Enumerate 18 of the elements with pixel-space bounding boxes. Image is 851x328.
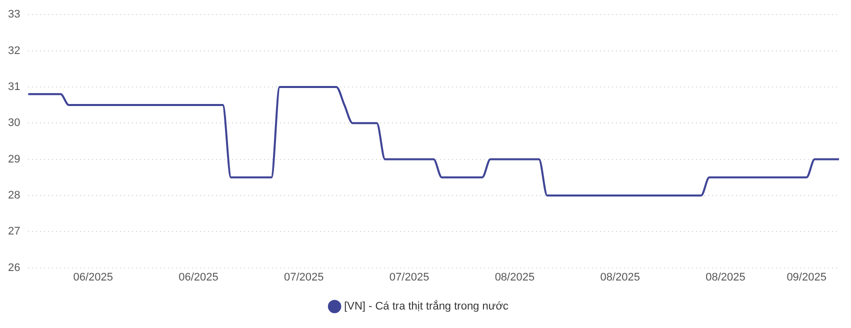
y-tick-label: 29 — [8, 153, 20, 166]
x-tick-label: 08/2025 — [494, 271, 535, 284]
y-tick-label: 26 — [8, 262, 20, 274]
legend-label: [VN] - Cá tra thịt trắng trong nước — [344, 300, 509, 313]
x-tick-label: 08/2025 — [706, 271, 746, 284]
x-tick-label: 06/2025 — [178, 271, 218, 284]
x-tick-label: 07/2025 — [389, 271, 430, 284]
line-series — [27, 86, 840, 196]
x-tick-label: 08/2025 — [600, 271, 640, 284]
x-tick-label: 06/2025 — [73, 271, 113, 284]
y-tick-label: 28 — [8, 189, 20, 202]
y-tick-label: 27 — [8, 226, 20, 238]
x-tick-label: 09/2025 — [786, 271, 826, 284]
y-tick-label: 31 — [8, 80, 20, 93]
y-tick-label: 33 — [8, 8, 20, 21]
x-tick-label: 07/2025 — [284, 271, 324, 284]
y-tick-label: 30 — [8, 117, 20, 130]
y-tick-label: 32 — [8, 44, 20, 57]
